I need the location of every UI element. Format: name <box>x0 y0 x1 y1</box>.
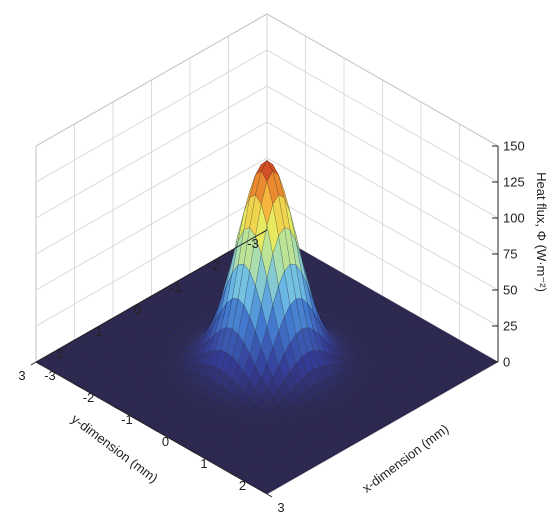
x-tick-mark <box>74 383 80 388</box>
y-tick-mark <box>146 295 152 300</box>
x-tick-label: 1 <box>200 456 207 471</box>
grid-line <box>266 49 499 183</box>
x-tick-label: 0 <box>162 434 169 449</box>
x-tick-mark <box>35 361 42 366</box>
z-tick-label: 50 <box>503 283 517 298</box>
x-tick-label: -1 <box>121 412 133 427</box>
z-tick-label: 0 <box>503 355 510 370</box>
y-tick-label: -3 <box>247 236 259 251</box>
y-tick-label: -2 <box>209 258 221 273</box>
axes: 0 25 50 75 100 125 150 -3 -2 -1 0 1 2 3 -3 -2 -1 0 1 2 3 <box>18 139 524 516</box>
x-tick-label: 3 <box>277 500 284 515</box>
y-tick-mark <box>184 273 191 278</box>
grid-line <box>35 49 268 183</box>
x-tick-mark <box>266 493 273 498</box>
x-tick-label: -2 <box>83 390 95 405</box>
x-tick-mark <box>112 405 119 410</box>
y-tick-label: -1 <box>170 280 182 295</box>
y-tick-mark <box>69 339 75 344</box>
z-tick-label: 150 <box>503 139 525 154</box>
grid-line <box>35 85 268 219</box>
wall-edge <box>266 13 499 147</box>
wall-edge <box>35 13 268 147</box>
z-tick-label: 125 <box>503 175 525 190</box>
y-tick-mark <box>223 251 229 256</box>
z-tick-label: 75 <box>503 247 517 262</box>
y-tick-label: 0 <box>134 302 141 317</box>
y-tick-label: 1 <box>95 324 102 339</box>
x-tick-mark <box>228 471 234 476</box>
x-tick-mark <box>189 449 196 454</box>
grid-line <box>266 157 499 291</box>
grid-line <box>35 157 268 291</box>
y-tick-mark <box>107 317 114 322</box>
y-tick-mark <box>30 361 37 366</box>
grid-line <box>266 193 499 327</box>
y-tick-label: 2 <box>57 346 64 361</box>
z-tick-label: 100 <box>503 211 525 226</box>
grid-line <box>35 121 268 255</box>
y-tick-label: 3 <box>18 368 25 383</box>
grid-line <box>266 121 499 255</box>
x-tick-label: 2 <box>239 478 246 493</box>
surface-mesh <box>35 160 499 495</box>
y-tick-mark <box>261 229 268 234</box>
grid-line <box>266 85 499 219</box>
z-tick-label: 25 <box>503 319 517 334</box>
z-axis-label: Heat flux, Φ (W·m⁻²) <box>534 172 549 292</box>
x-tick-mark <box>151 427 157 432</box>
x-tick-label: -3 <box>44 368 56 383</box>
grid-line <box>35 193 268 327</box>
